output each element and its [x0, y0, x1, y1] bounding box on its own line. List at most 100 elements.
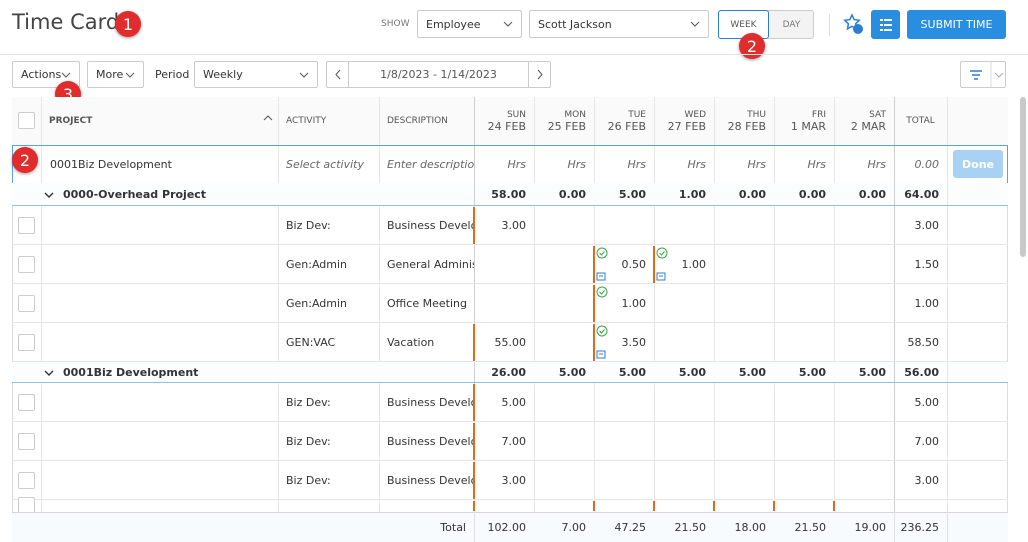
- activity-cell: Gen:Admin: [286, 297, 348, 310]
- grid-line: [594, 206, 595, 245]
- list-button[interactable]: [871, 10, 900, 39]
- employee-select[interactable]: Employee: [417, 10, 522, 38]
- grid-line: [654, 97, 655, 145]
- grid-line: [474, 245, 475, 284]
- grid-line: [654, 422, 655, 461]
- grid-line: [654, 206, 655, 245]
- footer-hours: 19.00: [854, 520, 887, 534]
- grid-line: [278, 500, 279, 512]
- day-button[interactable]: DAY: [782, 19, 801, 30]
- favorite-icon[interactable]: [843, 13, 865, 35]
- prev-button[interactable]: [327, 62, 349, 87]
- day-header: TUE 26 FEB: [594, 97, 654, 145]
- group-hours: 5.00: [738, 366, 766, 379]
- grid-line: [278, 97, 279, 145]
- checkbox[interactable]: [18, 216, 35, 234]
- grid-line: [41, 284, 42, 323]
- hours-cell: 1.00: [621, 297, 647, 310]
- hours-cell: 3.00: [501, 219, 527, 232]
- grid-line: [947, 97, 948, 145]
- hours-input: Hrs: [567, 157, 586, 171]
- expand-icon: [44, 190, 54, 200]
- grid-line: [834, 383, 835, 422]
- grid-line: [894, 323, 895, 362]
- grid-line: [379, 500, 380, 512]
- checkbox[interactable]: [18, 255, 35, 273]
- grid-line: [714, 145, 715, 183]
- hours-cell: 1.00: [681, 258, 707, 271]
- day-dow: TUE: [628, 110, 646, 120]
- filter-button[interactable]: [960, 61, 1006, 88]
- group-hours: 5.00: [558, 366, 586, 379]
- entry-marker: [473, 207, 475, 244]
- grid-line: [379, 206, 380, 245]
- checkbox[interactable]: [18, 393, 35, 411]
- chevron: [125, 72, 135, 78]
- grid-line: [947, 500, 948, 512]
- checkbox[interactable]: [18, 471, 35, 489]
- grid-line: [714, 206, 715, 245]
- description-cell: Office Meeting: [387, 297, 467, 310]
- activity-cell: Biz Dev:: [286, 396, 331, 409]
- grid-line: [534, 245, 535, 284]
- group-total: 56.00: [904, 366, 939, 379]
- footer-hours: 21.50: [794, 520, 827, 534]
- footer-hours: 18.00: [734, 520, 767, 534]
- grid-line: [774, 206, 775, 245]
- group-border: [12, 382, 1008, 383]
- activity-cell: GEN:VAC: [286, 336, 336, 349]
- total-cell: 1.50: [914, 258, 940, 271]
- footer-total: 236.25: [900, 520, 940, 534]
- group-name: 0001Biz Development: [63, 366, 199, 379]
- checkbox[interactable]: [18, 112, 35, 129]
- sort-icon: [262, 112, 274, 124]
- grid-line: [894, 145, 895, 183]
- period-label: Period: [155, 68, 190, 81]
- note: [656, 272, 666, 281]
- submit-button[interactable]: SUBMIT TIME: [907, 10, 1006, 39]
- period-select[interactable]: Weekly: [194, 61, 318, 88]
- select-text: Scott Jackson: [538, 17, 612, 31]
- entry-marker: [473, 423, 475, 460]
- grid-line: [834, 422, 835, 461]
- grid-line: [947, 183, 948, 206]
- grid-line: [534, 422, 535, 461]
- more-dropdown[interactable]: More: [87, 61, 144, 88]
- project-input: 0001Biz Development: [50, 157, 172, 171]
- person-select[interactable]: Scott Jackson: [529, 10, 709, 38]
- grid-line: [834, 284, 835, 323]
- grid-line: [41, 461, 42, 500]
- total-cell: 5.00: [914, 396, 940, 409]
- grid-line: [278, 206, 279, 245]
- day-header: FRI 1 MAR: [774, 97, 834, 145]
- group-hours: 5.00: [858, 366, 886, 379]
- next-button[interactable]: [528, 62, 550, 87]
- filter-icon: [970, 62, 1004, 87]
- done-button[interactable]: Done: [953, 150, 1003, 178]
- grid-line: [654, 323, 655, 362]
- grid-line: [41, 97, 42, 145]
- page-title: Time Card: [12, 10, 120, 34]
- group-hours: 0.00: [738, 188, 766, 201]
- scrollbar[interactable]: [1020, 97, 1026, 257]
- select-text: Actions: [21, 68, 62, 81]
- grid-line: [278, 245, 279, 284]
- total-cell: 3.00: [914, 474, 940, 487]
- checkbox[interactable]: [18, 333, 35, 351]
- checkbox[interactable]: [18, 294, 35, 312]
- checkbox[interactable]: [18, 432, 35, 450]
- group-total: 64.00: [904, 188, 939, 201]
- chevron: [690, 21, 700, 27]
- chevron-left: [335, 69, 341, 80]
- check: [596, 286, 608, 298]
- footer-bg: [12, 512, 1008, 542]
- grid-line: [41, 383, 42, 422]
- grid-line: [894, 97, 895, 145]
- approved-icon: [596, 286, 608, 298]
- group-hours: 5.00: [678, 366, 706, 379]
- approved-icon: [656, 247, 668, 259]
- row-border: [12, 361, 1008, 362]
- chevron-down: [44, 370, 54, 376]
- grid-line: [534, 323, 535, 362]
- select-text: Employee: [426, 17, 481, 31]
